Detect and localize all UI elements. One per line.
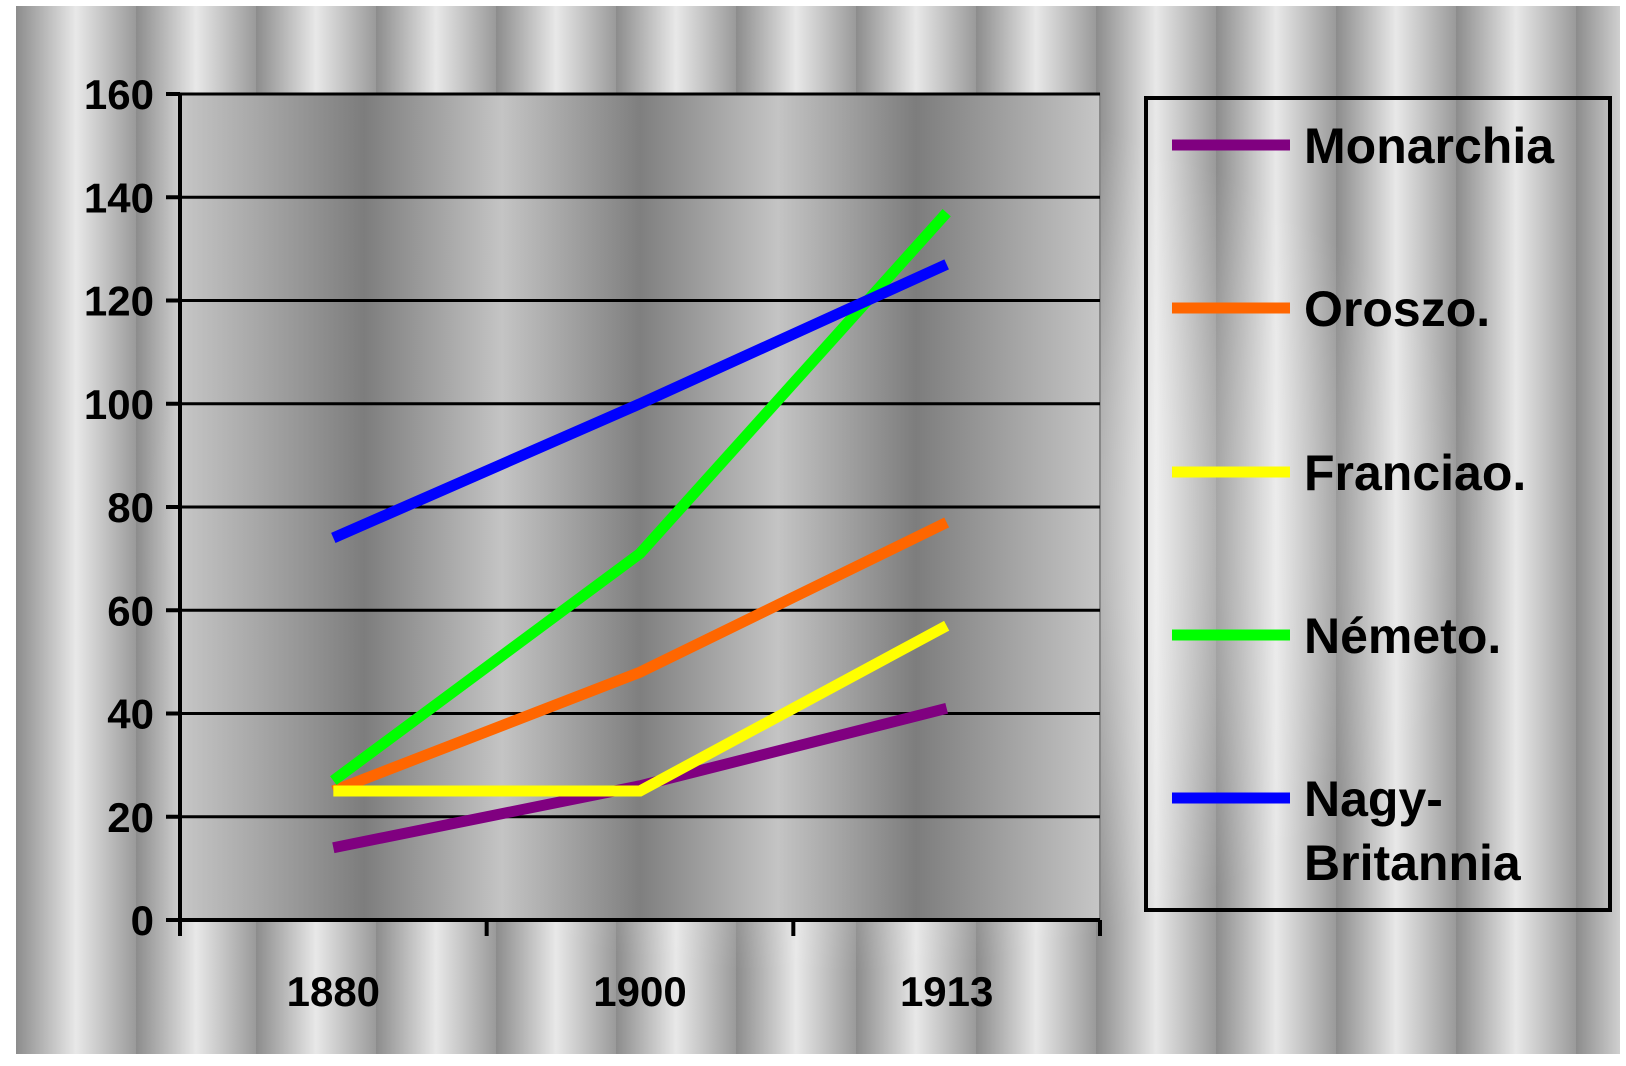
legend-label: Oroszo. [1304,281,1490,337]
x-axis-ticks: 1880 1900 1913 [178,920,1102,1015]
axes [178,94,1100,936]
legend-label: Monarchia [1304,118,1555,174]
y-tick-label: 40 [107,691,154,738]
y-tick-label: 20 [107,794,154,841]
series-line-oroszo- [331,517,950,797]
series-line-n-meto- [330,209,951,786]
y-tick-label: 0 [131,897,154,944]
legend-label: Britannia [1304,835,1522,891]
legend: Monarchia Oroszo. Franciao. Németo. Nagy- Bri… [1144,96,1612,912]
y-tick-label: 140 [84,174,154,221]
y-tick-label: 100 [84,381,154,428]
y-axis-ticks: 0 20 40 60 80 100 120 140 160 [84,71,180,944]
legend-label: Franciao. [1304,445,1526,501]
y-tick-label: 60 [107,587,154,634]
legend-label: Németo. [1304,608,1501,664]
y-tick-label: 160 [84,71,154,118]
series-lines [330,209,951,854]
legend-label: Nagy- [1304,771,1443,827]
series-line-nagy-britannia [331,259,949,544]
legend-box [1144,96,1612,912]
x-tick-label: 1900 [593,968,686,1015]
y-tick-label: 80 [107,484,154,531]
x-tick-label: 1880 [287,968,380,1015]
series-line-franciao- [333,620,950,797]
x-tick-label: 1913 [900,968,993,1015]
y-tick-label: 120 [84,278,154,325]
grid-lines [180,92,1100,819]
